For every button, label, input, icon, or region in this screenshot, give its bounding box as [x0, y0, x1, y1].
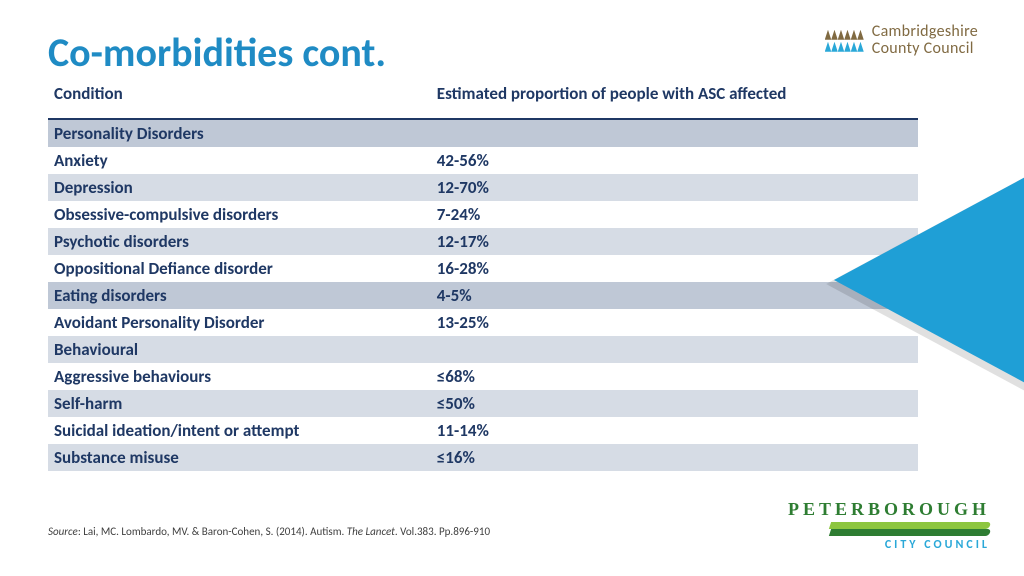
col-header-proportion: Estimated proportion of people with ASC … [431, 79, 918, 119]
cell-value [431, 119, 918, 147]
table-body: Personality DisordersAnxiety42-56%Depres… [48, 119, 918, 471]
cell-value: 42-56% [431, 147, 918, 174]
source-journal: The Lancet [347, 525, 395, 538]
col-header-condition: Condition [48, 79, 431, 119]
peter-sub: CITY COUNCIL [788, 538, 990, 552]
table-row: Obsessive-compulsive disorders7-24% [48, 201, 918, 228]
table-row: Eating disorders4-5% [48, 282, 918, 309]
cell-value: 12-70% [431, 174, 918, 201]
cell-value: ≤16% [431, 444, 918, 471]
cell-condition: Psychotic disorders [48, 228, 431, 255]
slide: Cambridgeshire County Council Co-morbidi… [0, 0, 1024, 576]
cell-condition: Eating disorders [48, 282, 431, 309]
table-row: Psychotic disorders12-17% [48, 228, 918, 255]
table-row: Aggressive behaviours≤68% [48, 363, 918, 390]
cell-condition: Substance misuse [48, 444, 431, 471]
comorbidities-table: Condition Estimated proportion of people… [48, 79, 918, 471]
peterborough-logo: PETERBOROUGH CITY COUNCIL [788, 499, 990, 552]
waves-icon [825, 30, 864, 52]
table-row: Behavioural [48, 336, 918, 363]
peter-name: PETERBOROUGH [788, 499, 990, 520]
table-row: Substance misuse≤16% [48, 444, 918, 471]
cell-value: 12-17% [431, 228, 918, 255]
cambs-line2: County Council [872, 41, 978, 58]
cell-condition: Personality Disorders [48, 119, 431, 147]
cell-value: ≤68% [431, 363, 918, 390]
cambridgeshire-logo: Cambridgeshire County Council [825, 24, 978, 58]
source-citation: Source: Lai, MC. Lombardo, MV. & Baron-C… [48, 525, 490, 538]
cell-condition: Self-harm [48, 390, 431, 417]
cell-condition: Behavioural [48, 336, 431, 363]
cell-condition: Avoidant Personality Disorder [48, 309, 431, 336]
cell-value [431, 336, 918, 363]
cell-condition: Anxiety [48, 147, 431, 174]
table-row: Avoidant Personality Disorder13-25% [48, 309, 918, 336]
cell-condition: Oppositional Defiance disorder [48, 255, 431, 282]
swoosh-icon [830, 522, 990, 536]
source-text2: . Vol.383. Pp.896-910 [395, 525, 490, 538]
table-row: Suicidal ideation/intent or attempt11-14… [48, 417, 918, 444]
table-row: Depression12-70% [48, 174, 918, 201]
table-row: Anxiety42-56% [48, 147, 918, 174]
source-text1: : Lai, MC. Lombardo, MV. & Baron-Cohen, … [78, 525, 347, 538]
cell-condition: Obsessive-compulsive disorders [48, 201, 431, 228]
cell-value: 7-24% [431, 201, 918, 228]
cell-condition: Aggressive behaviours [48, 363, 431, 390]
cell-value: 11-14% [431, 417, 918, 444]
table-row: Personality Disorders [48, 119, 918, 147]
cell-value: 13-25% [431, 309, 918, 336]
cell-condition: Suicidal ideation/intent or attempt [48, 417, 431, 444]
cell-value: ≤50% [431, 390, 918, 417]
table-row: Self-harm≤50% [48, 390, 918, 417]
cell-condition: Depression [48, 174, 431, 201]
source-label: Source [48, 525, 78, 538]
table-row: Oppositional Defiance disorder16-28% [48, 255, 918, 282]
